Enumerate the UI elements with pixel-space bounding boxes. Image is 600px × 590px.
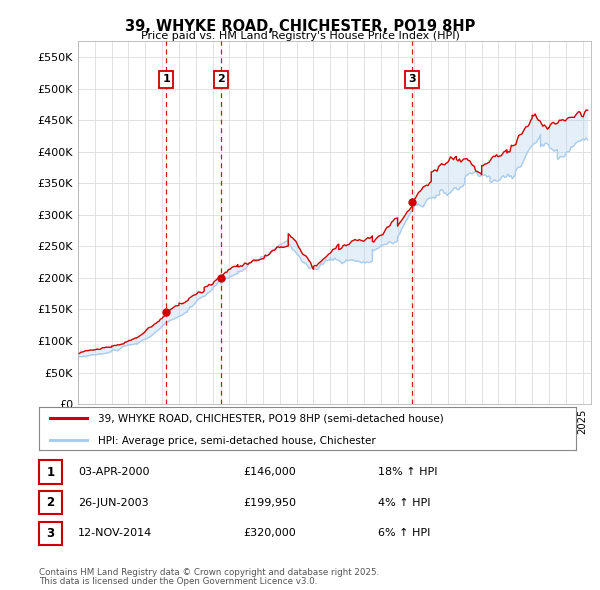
Text: 2: 2	[46, 496, 55, 509]
Text: 18% ↑ HPI: 18% ↑ HPI	[378, 467, 437, 477]
Text: 2: 2	[217, 74, 224, 84]
Text: 26-JUN-2003: 26-JUN-2003	[78, 498, 149, 507]
Text: HPI: Average price, semi-detached house, Chichester: HPI: Average price, semi-detached house,…	[98, 436, 376, 446]
Text: 6% ↑ HPI: 6% ↑ HPI	[378, 529, 430, 538]
Text: 39, WHYKE ROAD, CHICHESTER, PO19 8HP: 39, WHYKE ROAD, CHICHESTER, PO19 8HP	[125, 19, 475, 34]
Text: 39, WHYKE ROAD, CHICHESTER, PO19 8HP (semi-detached house): 39, WHYKE ROAD, CHICHESTER, PO19 8HP (se…	[98, 414, 444, 424]
Text: 1: 1	[163, 74, 170, 84]
Text: 3: 3	[409, 74, 416, 84]
Text: This data is licensed under the Open Government Licence v3.0.: This data is licensed under the Open Gov…	[39, 578, 317, 586]
Text: Contains HM Land Registry data © Crown copyright and database right 2025.: Contains HM Land Registry data © Crown c…	[39, 568, 379, 577]
Text: Price paid vs. HM Land Registry's House Price Index (HPI): Price paid vs. HM Land Registry's House …	[140, 31, 460, 41]
Text: 12-NOV-2014: 12-NOV-2014	[78, 529, 152, 538]
Text: 4% ↑ HPI: 4% ↑ HPI	[378, 498, 430, 507]
Text: 03-APR-2000: 03-APR-2000	[78, 467, 149, 477]
Text: 3: 3	[46, 527, 55, 540]
Text: £199,950: £199,950	[243, 498, 296, 507]
Text: 1: 1	[46, 466, 55, 478]
Text: £146,000: £146,000	[243, 467, 296, 477]
Text: £320,000: £320,000	[243, 529, 296, 538]
